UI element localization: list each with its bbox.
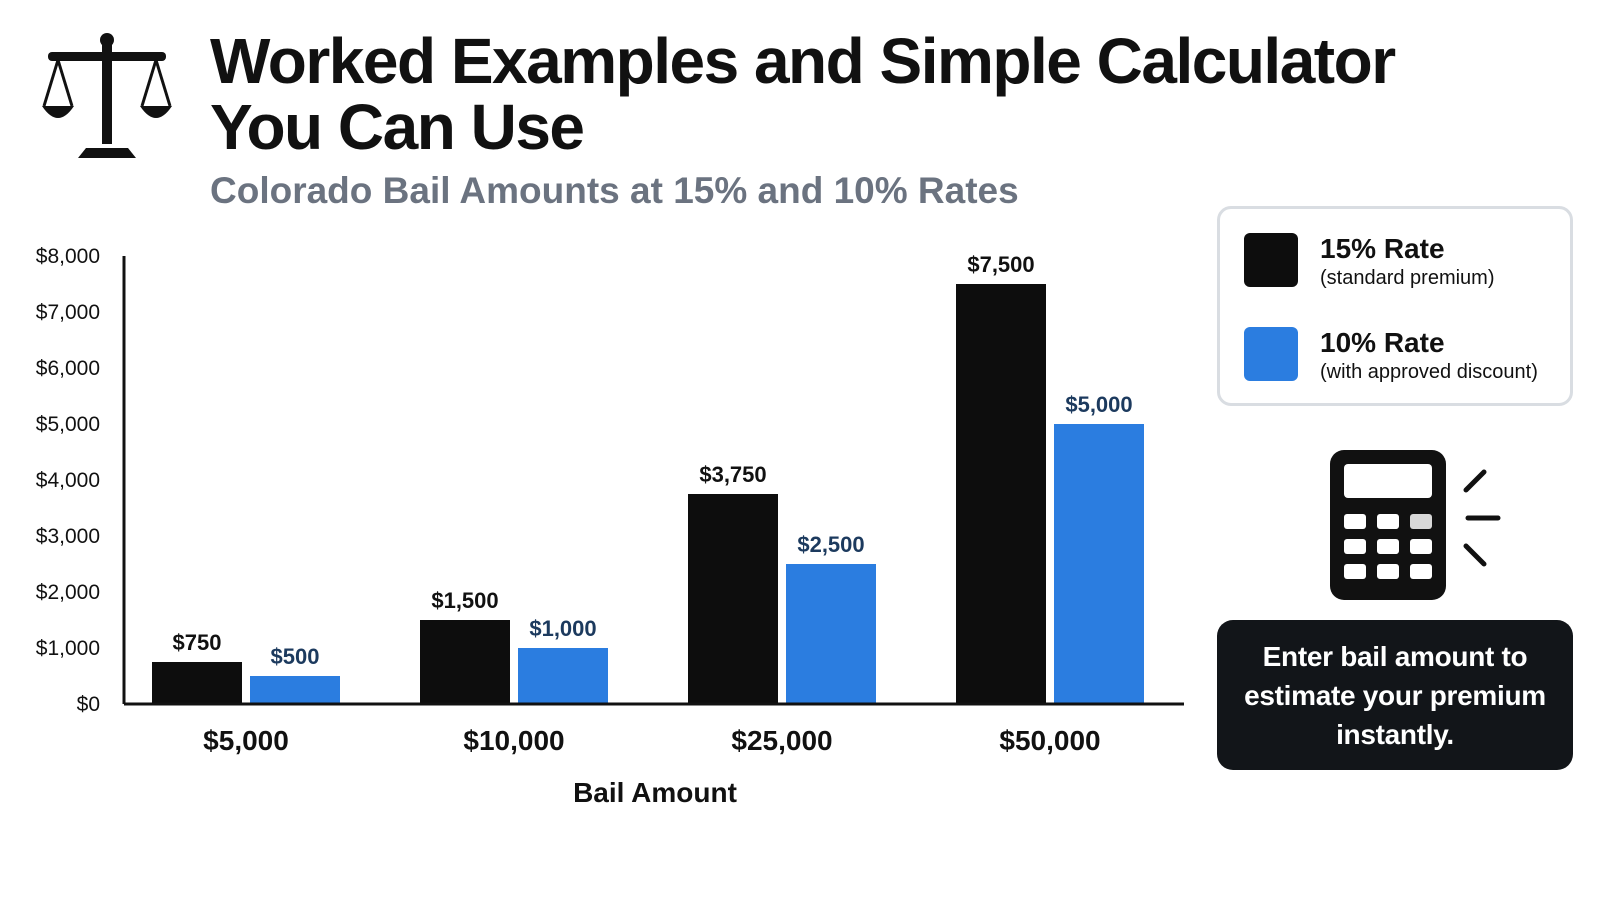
y-tick-label: $3,000: [36, 525, 100, 548]
page-title: Worked Examples and Simple Calculator Yo…: [210, 25, 1396, 163]
y-tick-label: $2,000: [36, 581, 100, 604]
scales-of-justice-icon: [42, 33, 172, 158]
bar-value-label: $750: [173, 630, 222, 655]
page-subtitle: Colorado Bail Amounts at 15% and 10% Rat…: [210, 170, 1019, 211]
bar-value-label: $1,500: [431, 588, 498, 613]
bar-10-rate: [1054, 424, 1144, 704]
legend-sublabel: (standard premium): [1320, 267, 1495, 289]
bar-value-label: $7,500: [967, 252, 1034, 277]
bar-15-rate: [420, 620, 510, 704]
calculator-cta[interactable]: Enter bail amount to estimate your premi…: [1217, 620, 1573, 770]
bar-value-label: $1,000: [529, 616, 596, 641]
bar-15-rate: [688, 494, 778, 704]
bar-15-rate: [956, 284, 1046, 704]
bar-15-rate: [152, 662, 242, 704]
bar-value-label: $500: [271, 644, 320, 669]
x-tick-label: $10,000: [463, 725, 564, 756]
calculator-icon: [1330, 450, 1501, 600]
legend-label: 10% Rate: [1320, 327, 1445, 358]
bar-10-rate: [518, 648, 608, 704]
bar-chart: $0 $1,000 $2,000 $3,000 $4,000 $5,000 $6,000 $7…: [36, 245, 1184, 808]
bar-10-rate: [250, 676, 340, 704]
y-tick-label: $5,000: [36, 413, 100, 436]
x-tick-label: $5,000: [203, 725, 289, 756]
y-tick-label: $1,000: [36, 637, 100, 660]
x-tick-label: $25,000: [731, 725, 832, 756]
bar-value-label: $3,750: [699, 462, 766, 487]
calculator-cta-text: Enter bail amount to estimate your premi…: [1244, 640, 1546, 750]
y-tick-label: $6,000: [36, 357, 100, 380]
bar-10-rate: [786, 564, 876, 704]
bar-value-label: $2,500: [797, 532, 864, 557]
y-tick-label: $7,000: [36, 301, 100, 324]
legend-item-15-rate: 15% Rate (standard premium): [1244, 233, 1564, 293]
legend-sublabel: (with approved discount): [1320, 361, 1538, 383]
bar-value-label: $5,000: [1065, 392, 1132, 417]
legend-swatch-10-rate: [1244, 327, 1298, 381]
y-tick-label: $0: [77, 693, 100, 716]
x-tick-label: $50,000: [999, 725, 1100, 756]
y-tick-label: $8,000: [36, 245, 100, 268]
legend-item-10-rate: 10% Rate (with approved discount): [1244, 327, 1564, 387]
legend-swatch-15-rate: [1244, 233, 1298, 287]
legend-label: 15% Rate: [1320, 233, 1445, 264]
y-tick-label: $4,000: [36, 469, 100, 492]
chart-legend: 15% Rate (standard premium) 10% Rate (wi…: [1217, 206, 1573, 406]
x-axis-title: Bail Amount: [573, 777, 737, 808]
